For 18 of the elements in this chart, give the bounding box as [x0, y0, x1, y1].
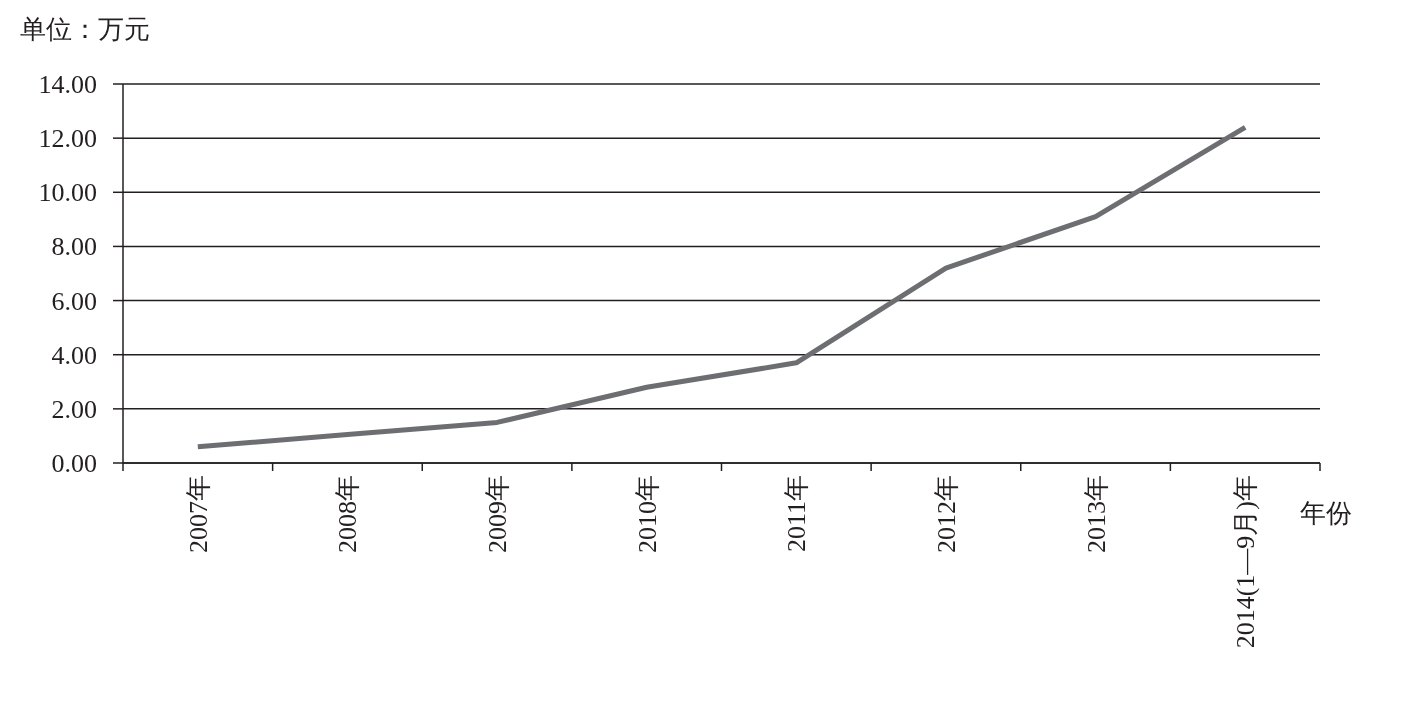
y-tick-label: 4.00 [51, 340, 97, 370]
y-axis-title: 单位：万元 [20, 15, 150, 44]
x-tick-label: 2008年 [333, 475, 363, 553]
y-tick-label: 14.00 [38, 70, 97, 99]
x-tick-label: 2009年 [483, 475, 513, 553]
y-tick-label: 0.00 [51, 449, 97, 478]
x-tick-label: 2014(1—9月)年 [1231, 475, 1261, 649]
y-tick-label: 8.00 [51, 232, 97, 262]
x-tick-label: 2013年 [1081, 475, 1111, 553]
x-tick-label: 2011年 [782, 475, 812, 553]
y-tick-label: 6.00 [51, 286, 97, 316]
y-tick-label: 12.00 [38, 124, 97, 154]
y-tick-label: 2.00 [51, 394, 97, 424]
x-tick-label: 2012年 [931, 475, 961, 553]
x-tick-label: 2007年 [183, 475, 213, 553]
x-tick-label: 2010年 [632, 475, 662, 553]
x-axis-title: 年份 [1300, 499, 1352, 528]
y-tick-label: 10.00 [38, 178, 97, 208]
